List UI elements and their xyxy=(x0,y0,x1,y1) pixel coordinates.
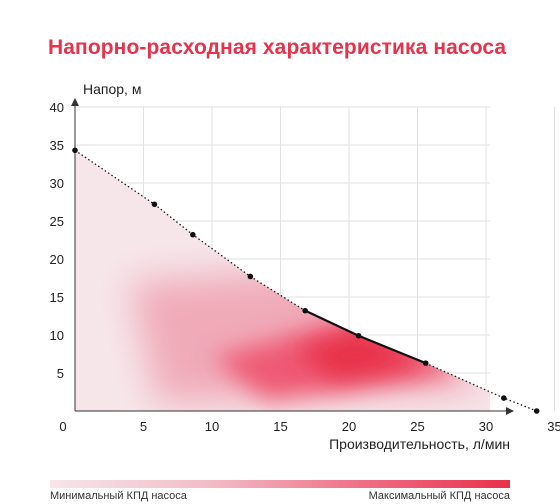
x-tick-label: 5 xyxy=(140,419,147,434)
data-point xyxy=(190,231,196,238)
y-tick-label: 15 xyxy=(50,290,64,305)
x-axis-label: Производительность, л/мин xyxy=(329,436,510,452)
data-point xyxy=(355,332,362,339)
data-point xyxy=(151,201,158,208)
data-point xyxy=(533,408,540,414)
data-point xyxy=(422,360,429,366)
tick-labels: 0 5 10 15 20 25 30 35 5 10 15 20 25 30 35 40 xyxy=(50,100,560,434)
y-axis-label: Напор, м xyxy=(83,81,141,97)
x-tick-label: 0 xyxy=(59,419,66,434)
x-tick-label: 15 xyxy=(273,419,287,434)
legend-min-label: Минимальный КПД насоса xyxy=(50,490,187,502)
data-point xyxy=(247,273,254,280)
fill-max-zone xyxy=(294,327,425,381)
legend-max-label: Максимальный КПД насоса xyxy=(368,490,510,502)
y-tick-label: 40 xyxy=(50,100,64,115)
chart-title: Напорно-расходная характеристика насоса xyxy=(48,36,507,59)
y-tick-label: 25 xyxy=(50,214,64,229)
x-tick-label: 35 xyxy=(547,419,560,434)
x-axis-arrow xyxy=(506,407,514,415)
data-points xyxy=(72,147,540,414)
y-tick-label: 30 xyxy=(50,176,64,191)
y-tick-label: 10 xyxy=(50,328,64,343)
x-tick-label: 20 xyxy=(342,419,356,434)
y-tick-label: 20 xyxy=(50,252,64,267)
x-tick-label: 25 xyxy=(410,419,424,434)
data-point xyxy=(72,147,78,154)
y-tick-label: 5 xyxy=(57,366,64,381)
y-tick-label: 35 xyxy=(50,138,64,153)
data-point xyxy=(501,395,507,401)
pump-curve-chart: 0 5 10 15 20 25 30 35 5 10 15 20 25 30 35 40 Напор, м П… xyxy=(50,81,560,452)
data-point xyxy=(302,307,308,314)
x-tick-label: 10 xyxy=(205,419,219,434)
y-axis-arrow xyxy=(71,98,79,106)
efficiency-legend-bar xyxy=(50,480,510,488)
x-tick-label: 30 xyxy=(479,419,493,434)
